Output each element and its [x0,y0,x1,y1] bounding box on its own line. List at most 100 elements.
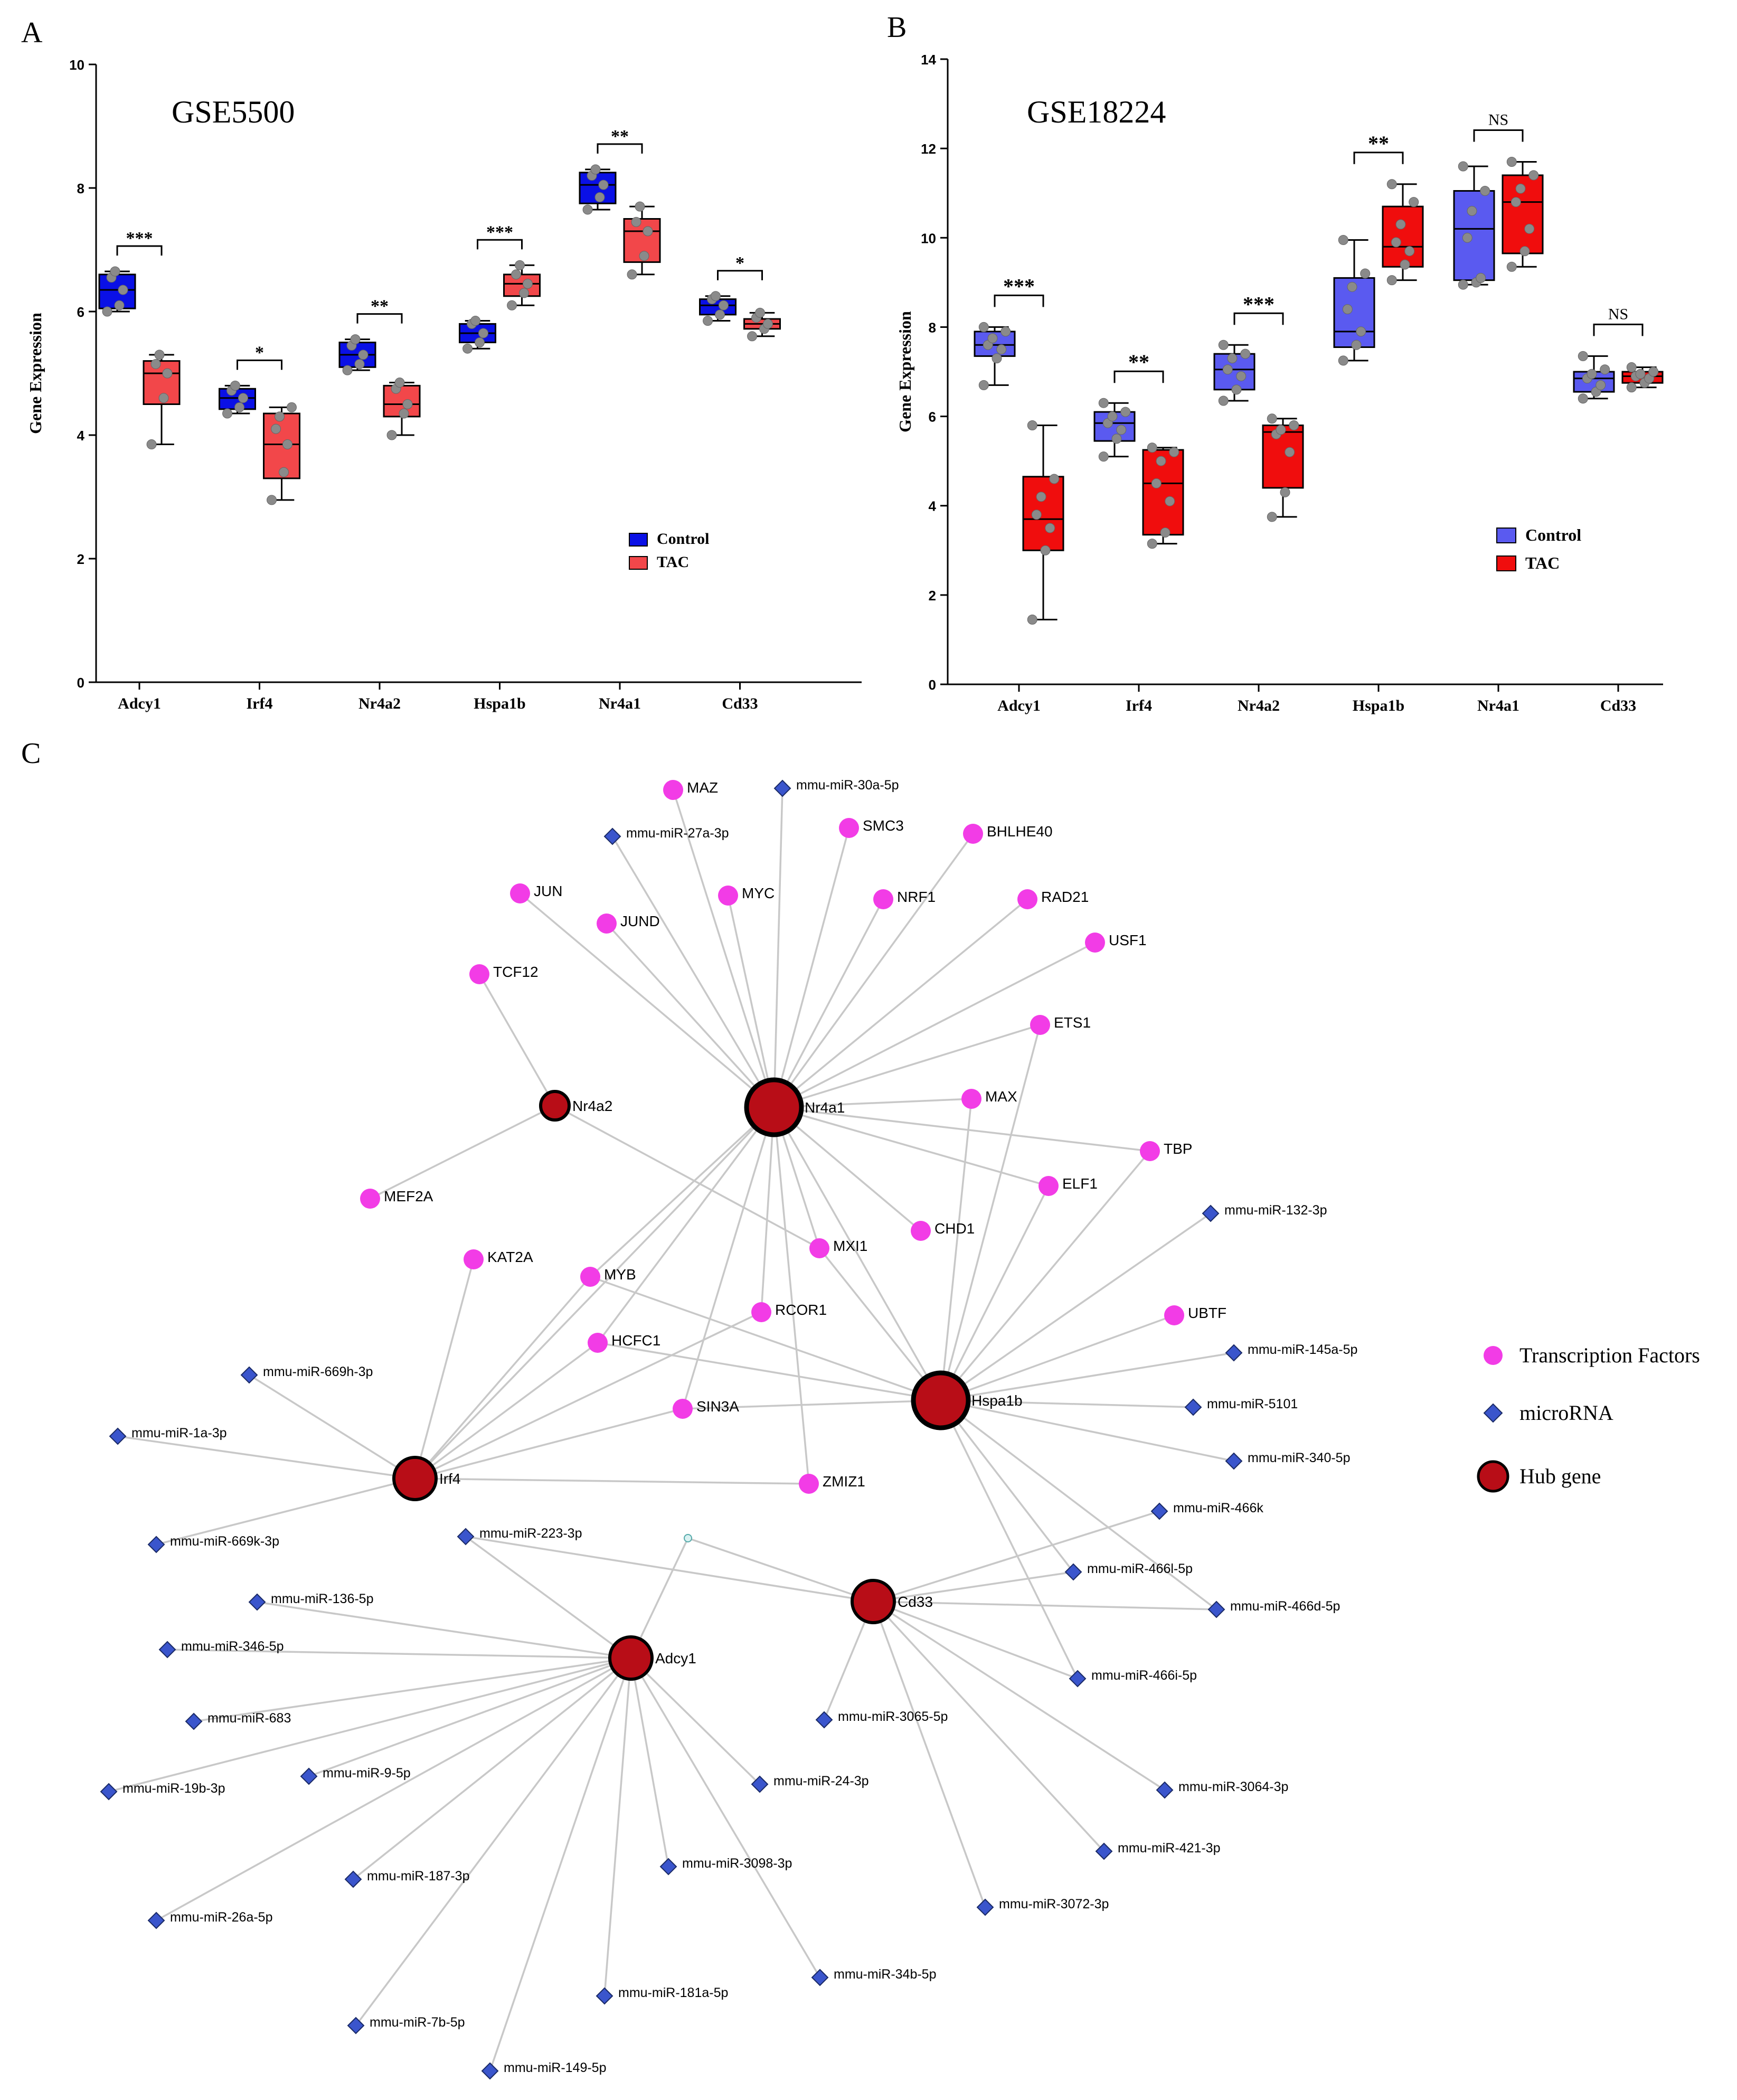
data-point [1236,371,1247,381]
y-tick-label: 10 [69,57,84,73]
node-label: mmu-miR-136-5p [271,1592,373,1606]
node-mmu-mir-683: mmu-miR-683 [185,1711,291,1730]
data-point [286,402,297,412]
data-point [282,439,292,450]
node-rcor1: RCOR1 [751,1302,827,1322]
bracket-line [1593,323,1644,336]
category-hspa1b: Hspa1b ** [1333,131,1424,714]
microrna-marker [976,1898,994,1916]
node-label: SIN3A [696,1398,739,1415]
transcription-factor-marker [580,1267,600,1287]
edge-adcy1-mmu-mir-683 [193,1657,631,1722]
node-label: BHLHE40 [987,823,1053,840]
microrna-marker [1064,1563,1082,1581]
hub-gene-marker [911,1370,971,1430]
data-point [1600,364,1610,375]
data-point [1098,451,1109,462]
edge-adcy1-mmu-mir-34b-5p [630,1658,821,1978]
y-tick-label: 6 [77,304,84,320]
node-label: mmu-miR-346-5p [181,1639,284,1654]
significance-bracket: *** [477,222,523,250]
node-label: mmu-miR-34b-5p [834,1967,936,1982]
transcription-factor-marker [1164,1305,1184,1325]
y-tick-label: 8 [929,319,936,335]
x-tick-label: Cd33 [722,695,758,712]
data-point [470,316,480,326]
box-iqr [1142,449,1184,536]
edge-cd33-mmu-mir-466l-5p [873,1571,1074,1603]
microrna-marker [347,2017,365,2035]
microrna-marker [1202,1204,1220,1222]
category-nr4a1: Nr4a1 NS [1453,111,1544,714]
data-point [1120,407,1131,417]
box-control-irf4 [219,380,256,419]
node-label: mmu-miR-3072-3p [999,1897,1109,1911]
node-label: mmu-miR-421-3p [1118,1841,1220,1856]
edge-irf4-sin3a [414,1408,683,1480]
node-label: Irf4 [439,1471,460,1487]
data-point [1462,232,1472,243]
node-label: mmu-miR-3065-5p [838,1709,948,1724]
node-label: RAD21 [1041,889,1089,905]
node-mmu-mir-466i-5p: mmu-miR-466i-5p [1069,1668,1197,1688]
node-label: Nr4a2 [572,1098,612,1114]
data-point [150,359,161,369]
category-irf4: Irf4 ** [1093,350,1184,714]
node-label: Hspa1b [971,1392,1023,1409]
significance-label: *** [1243,292,1275,316]
x-tick-label: Nr4a2 [1238,697,1280,714]
panel-label-b: B [887,11,907,44]
significance-label: ** [611,127,629,146]
edge-hspa1b-tbp [940,1150,1151,1401]
box-tac-hspa1b [1382,179,1424,286]
microrna-marker [1225,1452,1243,1470]
node-jund: JUND [597,913,660,934]
transcription-factor-marker [360,1189,380,1209]
edge-nr4a1-hspa1b [773,1107,942,1401]
node-hspa1b: Hspa1b [911,1370,1023,1430]
data-point [1107,411,1118,422]
x-tick-label: Irf4 [1126,697,1152,714]
edge-irf4-mmu-mir-1a-3p [117,1435,416,1480]
data-point [1409,197,1419,208]
microrna-marker [811,1969,829,1986]
data-point [1515,183,1526,194]
transcription-factor-marker [809,1238,829,1258]
node-label: Nr4a1 [805,1099,845,1116]
edge-adcy1-mmu-mir-9-5p [308,1657,631,1777]
node-label: ELF1 [1062,1175,1098,1192]
microrna-marker [659,1858,677,1876]
node-label: MYB [604,1266,636,1283]
edge-junction-cd33 [687,1537,874,1603]
network-nodes: Nr4a1 Hspa1b Adcy1 Irf4 Cd33 Nr4a2 MAZ SMC3 BHLH… [100,778,1357,2080]
node-label: mmu-miR-187-3p [367,1869,469,1884]
significance-bracket: ** [597,127,643,154]
node-mmu-mir-421-3p: mmu-miR-421-3p [1095,1841,1220,1860]
bracket-line [1113,370,1164,383]
node-mxi1: MXI1 [809,1238,867,1258]
significance-bracket: NS [1473,111,1524,142]
transcription-factor-marker [673,1399,693,1419]
data-point [1467,206,1477,216]
node-label: mmu-miR-3098-3p [682,1856,792,1871]
data-point [1049,474,1060,484]
chart-title: GSE5500 [172,95,295,129]
category-cd33: Cd33 NS [1573,305,1664,714]
data-point [515,260,525,270]
transcription-factor-marker [911,1221,931,1241]
box-control-cd33 [1573,351,1615,404]
edge-cd33-mmu-mir-466d-5p [873,1600,1217,1611]
edge-nr4a1-jund [606,922,775,1108]
edge-nr4a2-mxi1 [554,1105,820,1249]
node-label: Cd33 [898,1594,933,1610]
data-point [1036,492,1046,502]
x-tick-label: Adcy1 [997,697,1041,714]
node-elf1: ELF1 [1039,1175,1098,1196]
box-control-adcy1 [98,266,136,317]
x-tick-label: Hspa1b [474,695,525,712]
node-mmu-mir-466k: mmu-miR-466k [1150,1501,1263,1520]
y-tick-label: 4 [77,428,85,444]
box-tac-hspa1b [503,260,541,310]
hub-gene-marker [608,1635,654,1681]
y-tick-label: 8 [77,181,84,196]
